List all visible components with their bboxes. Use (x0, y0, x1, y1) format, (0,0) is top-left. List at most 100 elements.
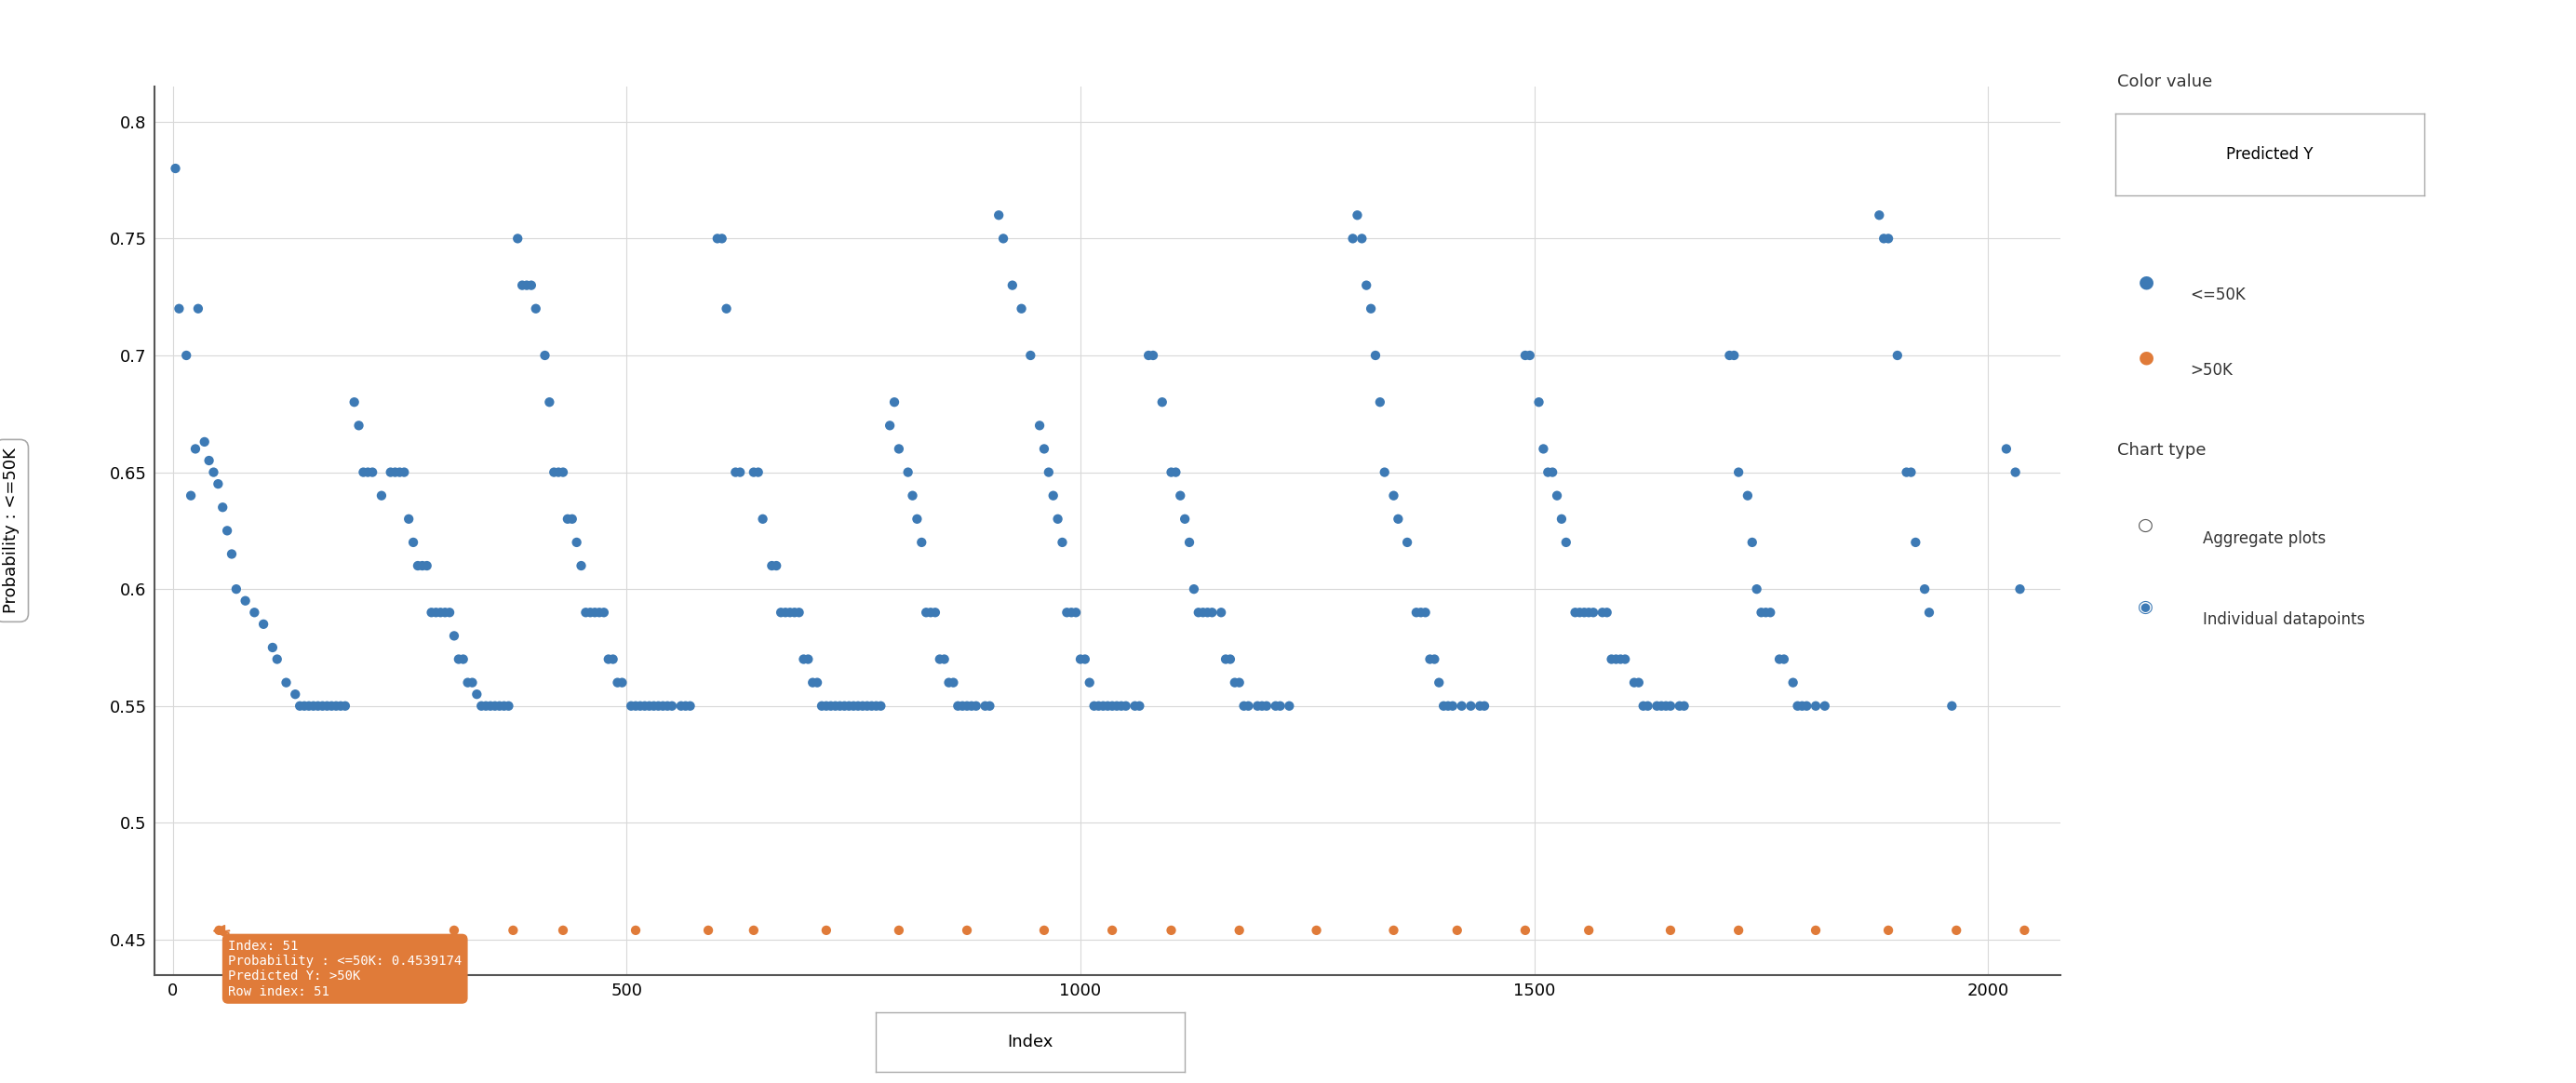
<=50K (546, 510, 587, 527)
Text: >50K: >50K (2190, 362, 2233, 379)
<=50K (600, 674, 641, 691)
<=50K (580, 604, 621, 622)
<=50K (647, 697, 688, 715)
<=50K (265, 674, 307, 691)
<=50K (188, 452, 229, 469)
<=50K (278, 697, 319, 715)
<=50K (1350, 300, 1391, 317)
>50K (806, 922, 848, 939)
<=50K (461, 697, 502, 715)
<=50K (925, 651, 966, 668)
<=50K (1419, 674, 1461, 691)
<=50K (1731, 534, 1772, 551)
<=50K (371, 464, 412, 481)
<=50K (1718, 464, 1759, 481)
<=50K (1803, 697, 1844, 715)
>50K (198, 922, 240, 939)
>50K (1023, 922, 1064, 939)
<=50K (1100, 697, 1141, 715)
<=50K (652, 697, 693, 715)
<=50K (837, 697, 878, 715)
>50K (492, 922, 533, 939)
<=50K (611, 697, 652, 715)
>50K (616, 922, 657, 939)
>50K (1218, 922, 1260, 939)
<=50K (289, 697, 330, 715)
<=50K (353, 464, 394, 481)
<=50K (211, 546, 252, 563)
<=50K (696, 230, 737, 247)
<=50K (564, 604, 605, 622)
<=50K (574, 604, 616, 622)
<=50K (528, 393, 569, 410)
<=50K (562, 557, 603, 574)
<=50K (1613, 674, 1654, 691)
Text: Predicted Y: Predicted Y (2226, 146, 2313, 162)
<=50K (832, 697, 873, 715)
<=50K (1708, 347, 1749, 364)
<=50K (1229, 697, 1270, 715)
<=50K (1172, 580, 1213, 598)
<=50K (479, 697, 520, 715)
<=50K (814, 697, 855, 715)
<=50K (407, 557, 448, 574)
<=50K (1236, 697, 1278, 715)
<=50K (621, 697, 662, 715)
<=50K (1932, 697, 1973, 715)
<=50K (634, 697, 675, 715)
<=50K (242, 615, 283, 632)
<=50K (1151, 464, 1193, 481)
<=50K (969, 697, 1010, 715)
<=50K (1896, 534, 1937, 551)
<=50K (474, 697, 515, 715)
>50K (1504, 922, 1546, 939)
<=50K (294, 697, 335, 715)
<=50K (1041, 534, 1082, 551)
<=50K (719, 464, 760, 481)
<=50K (1193, 604, 1234, 622)
<=50K (276, 686, 317, 703)
<=50K (641, 697, 683, 715)
<=50K (1200, 604, 1242, 622)
<=50K (920, 651, 961, 668)
<=50K (1020, 417, 1061, 434)
>50K (1649, 922, 1690, 939)
<=50K (1999, 580, 2040, 598)
<=50K (979, 207, 1020, 224)
<=50K (1373, 487, 1414, 505)
<=50K (1118, 697, 1159, 715)
<=50K (1105, 697, 1146, 715)
<=50K (850, 697, 891, 715)
<=50K (1087, 697, 1128, 715)
<=50K (1141, 393, 1182, 410)
<=50K (1409, 651, 1450, 668)
<=50K (1077, 697, 1118, 715)
<=50K (716, 464, 757, 481)
<=50K (1533, 464, 1574, 481)
<=50K (1463, 697, 1504, 715)
<=50K (1785, 697, 1826, 715)
>50K (1437, 922, 1479, 939)
<=50K (1458, 697, 1499, 715)
<=50K (1636, 697, 1677, 715)
<=50K (1255, 697, 1296, 715)
<=50K (538, 464, 580, 481)
<=50K (582, 604, 623, 622)
<=50K (992, 276, 1033, 293)
<=50K (1546, 534, 1587, 551)
<=50K (165, 347, 206, 364)
<=50K (160, 300, 201, 317)
<=50K (933, 674, 974, 691)
<=50K (1528, 464, 1569, 481)
<=50K (183, 433, 224, 451)
>50K (734, 922, 775, 939)
<=50K (1517, 393, 1558, 410)
<=50K (234, 604, 276, 622)
<=50K (1574, 604, 1615, 622)
<=50K (783, 651, 824, 668)
<=50K (1664, 697, 1705, 715)
<=50K (706, 300, 747, 317)
>50K (1092, 922, 1133, 939)
<=50K (1064, 651, 1105, 668)
<=50K (415, 604, 456, 622)
